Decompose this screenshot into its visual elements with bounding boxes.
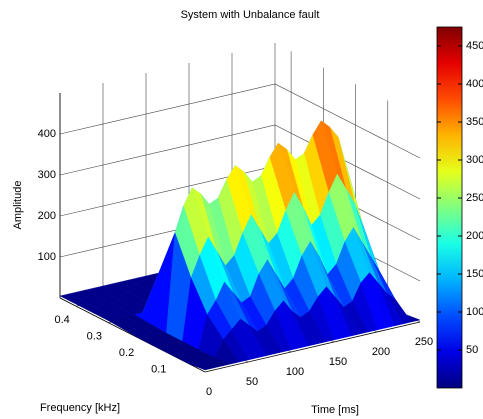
colorbar-tick-label: 350 — [466, 116, 483, 128]
axis-line — [59, 297, 421, 373]
y-tick-label: 0.2 — [119, 347, 134, 359]
x-tick-label: 200 — [372, 346, 390, 358]
x-tick-label: 250 — [415, 336, 433, 348]
colorbar-tick-label: 300 — [466, 154, 483, 166]
colorbar — [436, 26, 463, 389]
chart-title: System with Unbalance fault — [181, 9, 320, 21]
z-tick-label: 400 — [38, 128, 56, 140]
colorbar-tick-label: 250 — [466, 192, 483, 204]
z-tick-label: 300 — [38, 169, 56, 181]
y-tick-label: 0.3 — [87, 331, 102, 343]
colorbar-tick-label: 450 — [466, 40, 483, 52]
x-axis-label: Time [ms] — [311, 404, 359, 416]
colorbar-tick-label: 200 — [466, 230, 483, 242]
surface-patch — [188, 361, 215, 371]
colorbar-tick-label: 150 — [466, 268, 483, 280]
x-tick-label: 50 — [246, 376, 258, 388]
y-tick-label: 0.1 — [151, 363, 166, 375]
grid-line — [59, 124, 421, 200]
z-tick-label: 200 — [38, 210, 56, 222]
x-tick-label: 100 — [286, 366, 304, 378]
colorbar-tick-label: 100 — [466, 306, 483, 318]
colorbar-tick-label: 50 — [466, 344, 478, 356]
grid-line — [59, 83, 421, 159]
y-tick-label: 0.4 — [54, 314, 69, 326]
z-tick-label: 100 — [38, 251, 56, 263]
colorbar-tick-label: 400 — [466, 78, 483, 90]
x-tick-label: 150 — [329, 356, 347, 368]
z-axis-label: Amplitude — [12, 181, 24, 230]
y-axis-label: Frequency [kHz] — [40, 402, 120, 414]
x-tick-label: 0 — [206, 386, 212, 398]
